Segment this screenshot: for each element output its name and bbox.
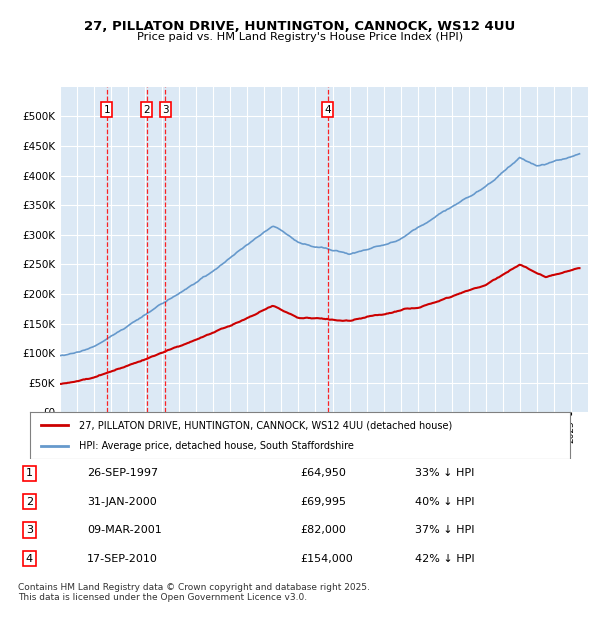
Text: 42% ↓ HPI: 42% ↓ HPI xyxy=(415,554,475,564)
Text: Contains HM Land Registry data © Crown copyright and database right 2025.
This d: Contains HM Land Registry data © Crown c… xyxy=(18,583,370,602)
Text: 2: 2 xyxy=(143,105,150,115)
Text: 37% ↓ HPI: 37% ↓ HPI xyxy=(415,525,475,535)
Text: 09-MAR-2001: 09-MAR-2001 xyxy=(87,525,161,535)
Text: 1: 1 xyxy=(103,105,110,115)
Text: 2: 2 xyxy=(26,497,33,507)
Text: 27, PILLATON DRIVE, HUNTINGTON, CANNOCK, WS12 4UU (detached house): 27, PILLATON DRIVE, HUNTINGTON, CANNOCK,… xyxy=(79,420,452,430)
Text: £64,950: £64,950 xyxy=(300,468,346,478)
Text: £69,995: £69,995 xyxy=(300,497,346,507)
Text: 4: 4 xyxy=(26,554,33,564)
Text: Price paid vs. HM Land Registry's House Price Index (HPI): Price paid vs. HM Land Registry's House … xyxy=(137,32,463,42)
Text: £154,000: £154,000 xyxy=(300,554,353,564)
Text: 3: 3 xyxy=(162,105,169,115)
Text: £82,000: £82,000 xyxy=(300,525,346,535)
Text: 1: 1 xyxy=(26,468,33,478)
Text: 4: 4 xyxy=(324,105,331,115)
Text: HPI: Average price, detached house, South Staffordshire: HPI: Average price, detached house, Sout… xyxy=(79,441,353,451)
Text: 31-JAN-2000: 31-JAN-2000 xyxy=(87,497,157,507)
Text: 33% ↓ HPI: 33% ↓ HPI xyxy=(415,468,475,478)
Text: 27, PILLATON DRIVE, HUNTINGTON, CANNOCK, WS12 4UU: 27, PILLATON DRIVE, HUNTINGTON, CANNOCK,… xyxy=(85,20,515,33)
Text: 40% ↓ HPI: 40% ↓ HPI xyxy=(415,497,475,507)
Text: 3: 3 xyxy=(26,525,33,535)
Text: 17-SEP-2010: 17-SEP-2010 xyxy=(87,554,158,564)
Text: 26-SEP-1997: 26-SEP-1997 xyxy=(87,468,158,478)
